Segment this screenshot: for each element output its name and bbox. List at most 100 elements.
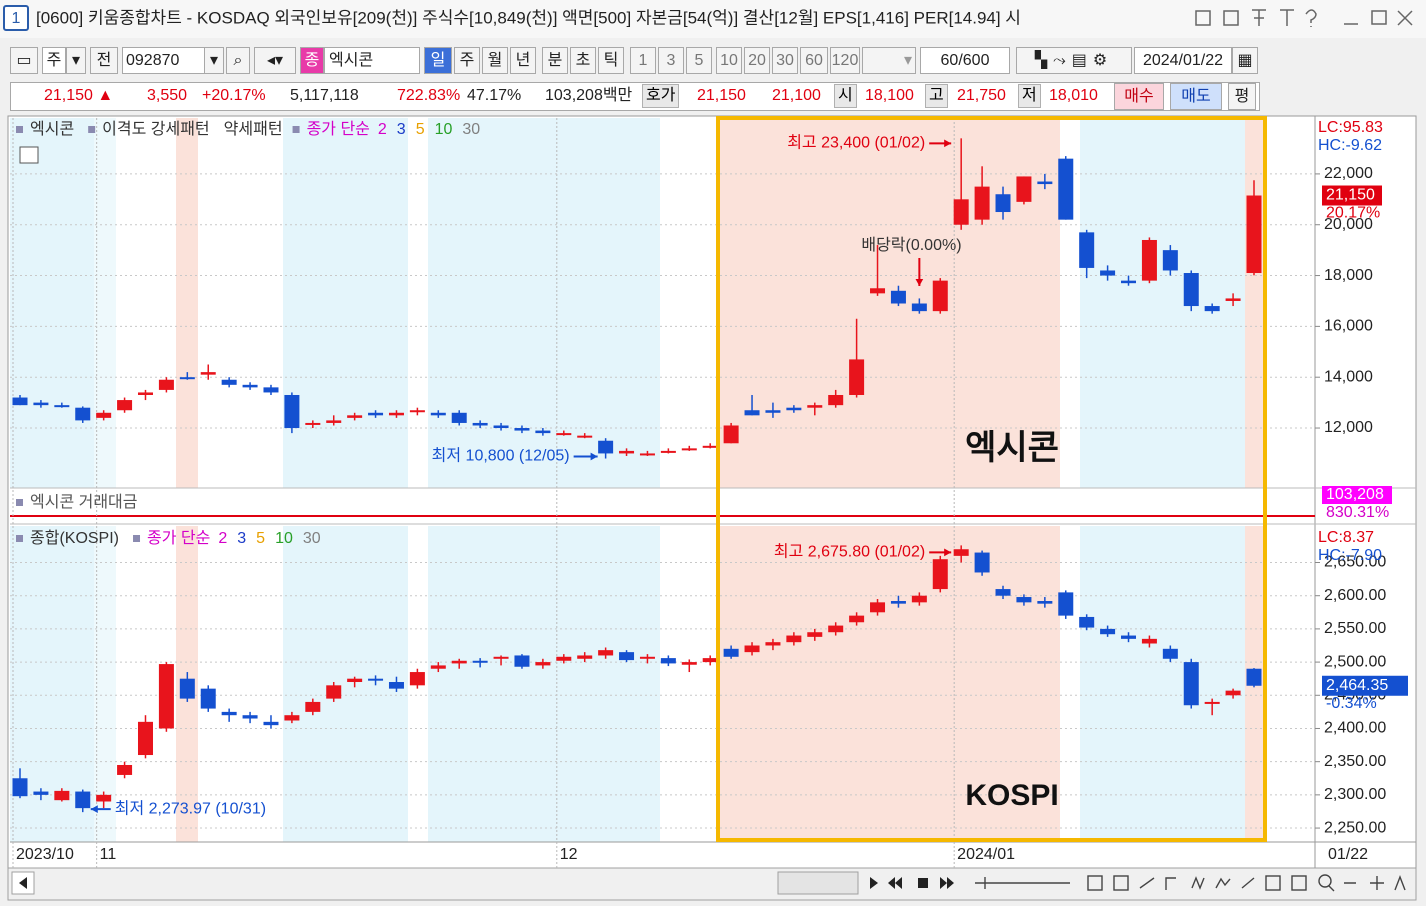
- code-input[interactable]: 092870: [122, 47, 206, 74]
- candle-body: [1037, 181, 1053, 185]
- window-number: 1: [12, 10, 21, 27]
- candle-body: [890, 290, 906, 304]
- y-tick-label: 2,550.00: [1324, 620, 1386, 637]
- candle-body: [619, 450, 635, 454]
- avg-button[interactable]: 평: [1228, 83, 1256, 110]
- candle-body: [96, 412, 112, 418]
- date-input[interactable]: 2024/01/22: [1134, 47, 1232, 74]
- zoom-tools[interactable]: [975, 874, 1406, 892]
- y-tick-label: 14,000: [1324, 368, 1373, 385]
- candle-body: [200, 688, 216, 709]
- unit-button[interactable]: 년: [510, 47, 536, 74]
- annotation-low: 최저 2,273.97 (10/31): [115, 799, 266, 817]
- unit-button[interactable]: 월: [482, 47, 508, 74]
- dropdown[interactable]: ▾: [66, 47, 86, 74]
- legend-marker: [16, 126, 23, 133]
- candle-body: [200, 372, 216, 375]
- legend-text: 10: [275, 530, 293, 547]
- unit-button[interactable]: 틱: [598, 47, 624, 74]
- calendar-button[interactable]: ▦: [1232, 47, 1258, 74]
- rate: +20.17%: [202, 87, 266, 104]
- candle-body: [1183, 662, 1199, 706]
- annotation-dividend: 배당락(0.00%): [861, 236, 961, 254]
- candle-body: [430, 412, 446, 416]
- legend-text: 30: [303, 530, 321, 547]
- candle-body: [472, 660, 488, 663]
- candle-body: [995, 589, 1011, 596]
- unit-button[interactable]: 주: [454, 47, 480, 74]
- range-input[interactable]: 60/600: [920, 47, 1010, 74]
- candle-body: [723, 425, 739, 444]
- background-band: [1080, 118, 1245, 488]
- candle-body: [1204, 306, 1220, 312]
- y-tick-label: 2,400.00: [1324, 720, 1386, 737]
- candle-body: [221, 711, 237, 716]
- unit-button[interactable]: 초: [570, 47, 596, 74]
- scroll-thumb[interactable]: [777, 871, 859, 895]
- candle-body: [786, 635, 802, 643]
- last-rate: 20.17%: [1326, 205, 1380, 222]
- quote-bar: [10, 82, 1260, 111]
- window-title: [0600] 키움종합차트 - KOSDAQ 외국인보유[209(천)] 주식수…: [36, 8, 1021, 27]
- candle-body: [681, 448, 697, 451]
- count-button[interactable]: 5: [686, 47, 712, 74]
- candle-body: [702, 658, 718, 663]
- layout-icon[interactable]: ▭: [10, 47, 38, 74]
- candle-body: [953, 199, 969, 225]
- dropdown[interactable]: ▾: [204, 47, 224, 74]
- ask: 21,100: [772, 87, 821, 104]
- annotation-high: 최고 23,400 (01/02): [787, 134, 925, 152]
- candle-body: [1162, 648, 1178, 659]
- legend-text: 5: [416, 121, 425, 138]
- candle-body: [493, 425, 509, 429]
- legend-text: 3: [237, 530, 246, 547]
- candle-body: [1183, 273, 1199, 307]
- candle-body: [786, 407, 802, 411]
- candle-body: [472, 422, 488, 426]
- period-select[interactable]: 주: [42, 47, 66, 74]
- candle-body: [932, 280, 948, 312]
- candle-body: [807, 632, 823, 637]
- candle-body: [702, 445, 718, 448]
- candle-body: [284, 715, 300, 721]
- candle-body: [137, 721, 153, 756]
- candle-body: [284, 394, 300, 429]
- candle-body: [932, 559, 948, 590]
- count-button[interactable]: 10: [716, 47, 742, 74]
- candle-body: [765, 410, 781, 413]
- unit-button[interactable]: 분: [542, 47, 568, 74]
- kind-button[interactable]: 종: [300, 47, 324, 74]
- tool-icons[interactable]: ▚⤳▤⚙: [1016, 47, 1132, 74]
- count-button[interactable]: 20: [744, 47, 770, 74]
- legend-marker: [133, 535, 141, 542]
- scrollbar[interactable]: [7, 867, 1417, 901]
- count-button[interactable]: 1: [630, 47, 656, 74]
- candle-body: [179, 678, 195, 699]
- candle-body: [242, 715, 258, 719]
- candle-body: [96, 794, 112, 802]
- low-label: 저: [1018, 84, 1041, 108]
- legend-text: 2: [378, 121, 387, 138]
- unit-button[interactable]: 일: [424, 47, 452, 74]
- count-button[interactable]: 3: [658, 47, 684, 74]
- name-input[interactable]: 엑시콘: [324, 47, 420, 74]
- combo[interactable]: ▾: [862, 47, 916, 74]
- buy-button[interactable]: 매수: [1114, 83, 1164, 110]
- prev-button[interactable]: 전: [90, 47, 118, 74]
- playback-buttons[interactable]: [870, 877, 954, 889]
- candle-body: [870, 602, 886, 613]
- candle-body: [1225, 690, 1241, 696]
- scroll-left-arrow: [19, 877, 27, 889]
- count-button[interactable]: 30: [772, 47, 798, 74]
- search-button[interactable]: ⌕: [226, 47, 250, 74]
- sell-button[interactable]: 매도: [1170, 83, 1222, 110]
- annotation-low: 최저 10,800 (12/05): [432, 447, 570, 465]
- title-icons[interactable]: [1195, 9, 1413, 27]
- overlay-label: KOSPI: [965, 779, 1058, 812]
- candle-body: [54, 405, 70, 408]
- count-button[interactable]: 120: [830, 47, 860, 74]
- sound-button[interactable]: ◂▾: [254, 47, 296, 74]
- candle-body: [1100, 628, 1116, 635]
- count-button[interactable]: 60: [800, 47, 828, 74]
- background-band: [720, 526, 1060, 842]
